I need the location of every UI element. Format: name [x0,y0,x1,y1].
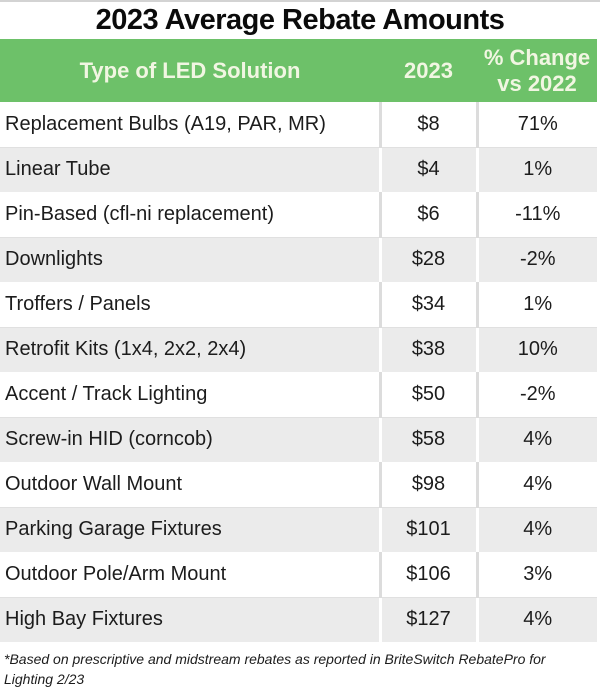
table-row: Screw-in HID (corncob) $58 4% [0,417,597,462]
column-header-change: % Change vs 2022 [477,39,597,102]
cell-amount: $98 [378,462,477,508]
table-row: High Bay Fixtures $127 4% [0,597,597,642]
cell-amount: $4 [378,147,477,192]
cell-type: Screw-in HID (corncob) [5,428,213,451]
cell-change: 1% [475,147,597,192]
table-body: Replacement Bulbs (A19, PAR, MR) $8 71% Lin… [0,102,597,642]
cell-change: -2% [475,237,597,282]
cell-change: 4% [475,417,597,462]
cell-type: Retrofit Kits (1x4, 2x2, 2x4) [5,338,247,361]
cell-type: Linear Tube [5,158,111,181]
cell-change: 71% [475,102,597,148]
cell-type: Accent / Track Lighting [0,372,380,418]
cell-change: 4% [475,597,597,642]
cell-type: Troffers / Panels [0,282,380,328]
cell-amount: $127 [378,597,477,642]
cell-amount: $28 [378,237,477,282]
rebate-table: Type of LED Solution 2023 % Change vs 20… [0,39,597,642]
table-row: Accent / Track Lighting $50 -2% [0,372,597,418]
cell-amount: $6 [378,192,477,238]
page-title: 2023 Average Rebate Amounts [95,4,505,36]
cell-type: Downlights [5,248,103,271]
column-header-2023: 2023 [380,39,477,102]
table-row: Outdoor Wall Mount $98 4% [0,462,597,508]
cell-change: -11% [475,192,597,238]
cell-type: Parking Garage Fixtures [5,518,222,541]
table-row: Linear Tube $4 1% [0,147,597,192]
cell-change: 3% [475,552,597,598]
cell-type: Outdoor Wall Mount [0,462,380,508]
cell-amount: $50 [378,372,477,418]
cell-type: Pin-Based (cfl-ni replacement) [0,192,380,238]
cell-type: High Bay Fixtures [5,608,163,631]
cell-amount: $34 [378,282,477,328]
table-row: Troffers / Panels $34 1% [0,282,597,328]
table-header-row: Type of LED Solution 2023 % Change vs 20… [0,39,597,102]
footnote: *Based on prescriptive and midstream reb… [4,651,546,688]
table-row: Parking Garage Fixtures $101 4% [0,507,597,552]
cell-change: -2% [475,372,597,418]
cell-amount: $101 [378,507,477,552]
cell-type: Replacement Bulbs (A19, PAR, MR) [0,102,380,148]
table-row: Pin-Based (cfl-ni replacement) $6 -11% [0,192,597,238]
cell-change: 4% [475,507,597,552]
table-row: Retrofit Kits (1x4, 2x2, 2x4) $38 10% [0,327,597,372]
cell-change: 4% [475,462,597,508]
cell-amount: $8 [378,102,477,148]
cell-amount: $58 [378,417,477,462]
cell-type: Outdoor Pole/Arm Mount [0,552,380,598]
cell-change: 10% [475,327,597,372]
column-header-type: Type of LED Solution [0,39,380,102]
cell-change: 1% [475,282,597,328]
cell-amount: $106 [378,552,477,598]
table-row: Outdoor Pole/Arm Mount $106 3% [0,552,597,598]
table-row: Replacement Bulbs (A19, PAR, MR) $8 71% [0,102,597,148]
table-row: Downlights $28 -2% [0,237,597,282]
cell-amount: $38 [378,327,477,372]
